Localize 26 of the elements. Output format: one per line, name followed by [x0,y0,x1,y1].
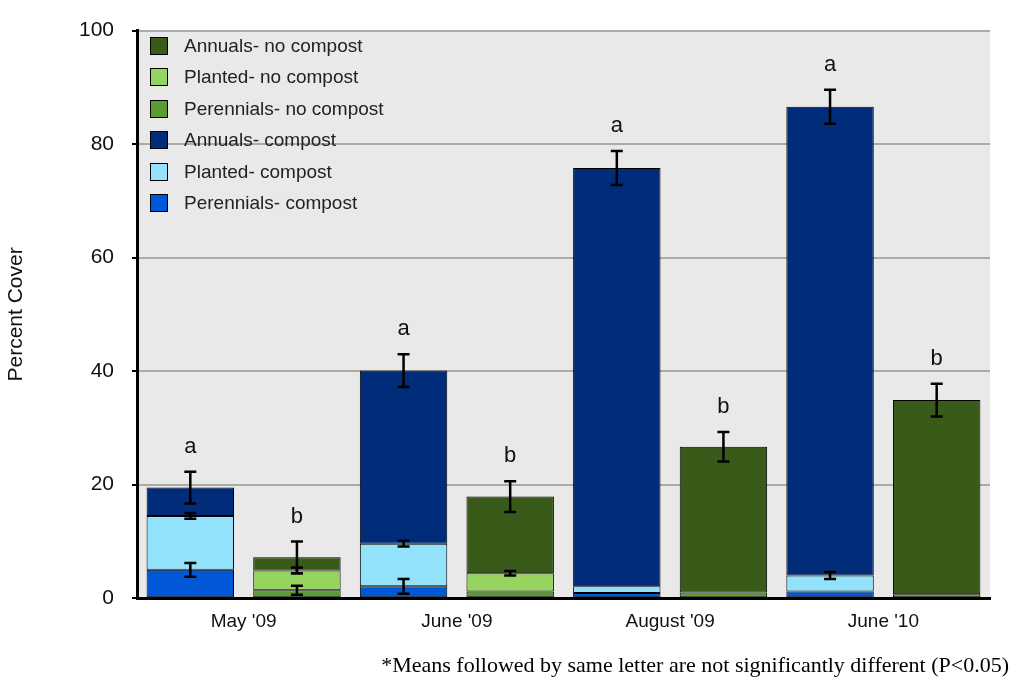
annotation: a [397,315,411,341]
annotation: a [184,432,198,458]
annotation: b [290,502,304,528]
legend-label: Planted- compost [184,160,332,183]
annotation: b [504,442,517,468]
y-tick-label: 60 [90,244,114,268]
legend-label: Annuals- no compost [184,34,363,57]
legend-label: Perennials- compost [184,192,358,215]
y-axis-title: Percent Cover [3,247,27,382]
y-tick-label: 20 [90,471,114,495]
annotation: a [610,111,624,137]
annotation: b [717,392,730,418]
y-tick-label: 40 [90,357,114,381]
x-tick-label: May '09 [210,609,277,631]
y-tick-label: 100 [78,17,114,41]
x-tick-label: June '10 [847,609,919,631]
legend-label: Planted- no compost [184,66,359,89]
legend-label: Perennials- no compost [184,97,384,120]
annotation: a [823,50,837,76]
y-tick-label: 80 [90,130,114,154]
x-tick-label: June '09 [421,609,493,631]
annotation: b [930,344,943,370]
text: *Means followed by same letter are not significantly different (P<0.05) [381,652,1009,678]
legend-label: Annuals- compost [184,129,337,152]
x-tick-label: August '09 [625,609,715,631]
y-tick-label: 0 [102,585,114,608]
